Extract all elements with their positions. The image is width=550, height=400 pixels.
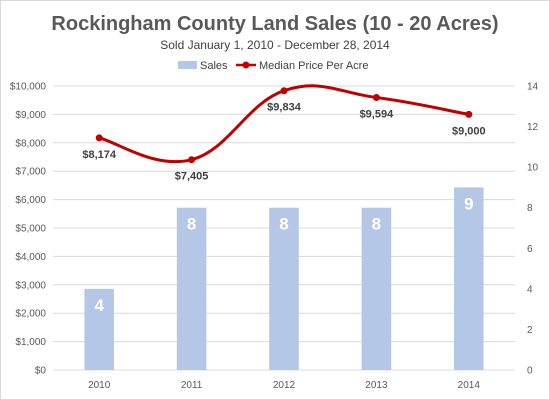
left-tick-label: $8,000 [15, 138, 46, 149]
right-tick-label: 0 [527, 366, 533, 377]
price-marker [280, 87, 288, 95]
right-tick-label: 12 [527, 122, 539, 133]
price-line [98, 84, 470, 164]
price-data-label: $8,174 [82, 149, 117, 161]
legend-sales-swatch [178, 61, 197, 69]
x-tick-label: 2010 [88, 380, 111, 391]
right-tick-label: 10 [527, 163, 539, 174]
sales-bar [84, 288, 114, 370]
left-tick-label: $5,000 [15, 224, 46, 235]
sales-bar-label: 8 [372, 215, 381, 234]
left-tick-label: $9,000 [15, 110, 46, 121]
legend-price-marker [242, 61, 250, 69]
right-tick-label: 14 [527, 82, 539, 93]
chart-subtitle: Sold January 1, 2010 - December 28, 2014 [160, 38, 390, 52]
x-tick-label: 2011 [181, 380, 203, 391]
right-axis-ticks: 0 2 4 6 8 10 12 14 [527, 82, 539, 377]
left-tick-label: $0 [35, 366, 47, 377]
sales-bar-label: 4 [94, 296, 104, 315]
left-tick-label: $10,000 [10, 82, 47, 93]
sales-bar-label: 9 [464, 194, 473, 213]
sales-bar-label: 8 [279, 215, 288, 234]
sales-bar [361, 207, 392, 370]
legend: Sales Median Price Per Acre [178, 60, 368, 72]
right-tick-label: 4 [527, 284, 533, 295]
legend-price-label: Median Price Per Acre [259, 60, 368, 72]
chart-title: Rockingham County Land Sales (10 - 20 Ac… [51, 13, 498, 35]
sales-bar [269, 207, 299, 370]
x-tick-label: 2012 [273, 380, 296, 391]
x-tick-label: 2014 [458, 380, 481, 391]
left-tick-label: $4,000 [15, 252, 46, 263]
price-data-label: $9,000 [452, 125, 486, 137]
price-marker [465, 110, 473, 118]
right-tick-label: 8 [527, 203, 533, 214]
x-tick-label: 2013 [365, 380, 388, 391]
sales-bars [84, 187, 484, 370]
sales-bar-label: 8 [187, 215, 196, 234]
x-axis-ticks: 2010 2011 2012 2013 2014 [88, 380, 480, 391]
price-marker [188, 156, 196, 164]
price-line-series [95, 84, 473, 164]
price-data-label: $7,405 [175, 171, 209, 183]
left-tick-label: $6,000 [15, 195, 46, 206]
price-data-label: $9,594 [360, 109, 395, 121]
right-tick-label: 2 [527, 325, 533, 336]
left-tick-label: $2,000 [15, 309, 46, 320]
right-tick-label: 6 [527, 244, 533, 255]
left-tick-label: $7,000 [15, 167, 46, 178]
left-axis-ticks: $0 $1,000 $2,000 $3,000 $4,000 $5,000 $6,000 $7… [10, 82, 47, 377]
legend-sales-label: Sales [200, 60, 228, 72]
price-marker [95, 134, 103, 142]
price-data-labels: $8,174 $7,405 $9,834 $9,594 $9,000 [82, 102, 485, 183]
price-data-label: $9,834 [267, 102, 302, 114]
sales-bar [454, 187, 484, 370]
sales-bar-labels: 4 8 8 8 9 [94, 194, 473, 314]
left-tick-label: $3,000 [15, 280, 46, 291]
price-marker [372, 94, 380, 102]
sales-bar [176, 207, 207, 370]
left-tick-label: $1,000 [15, 337, 46, 348]
